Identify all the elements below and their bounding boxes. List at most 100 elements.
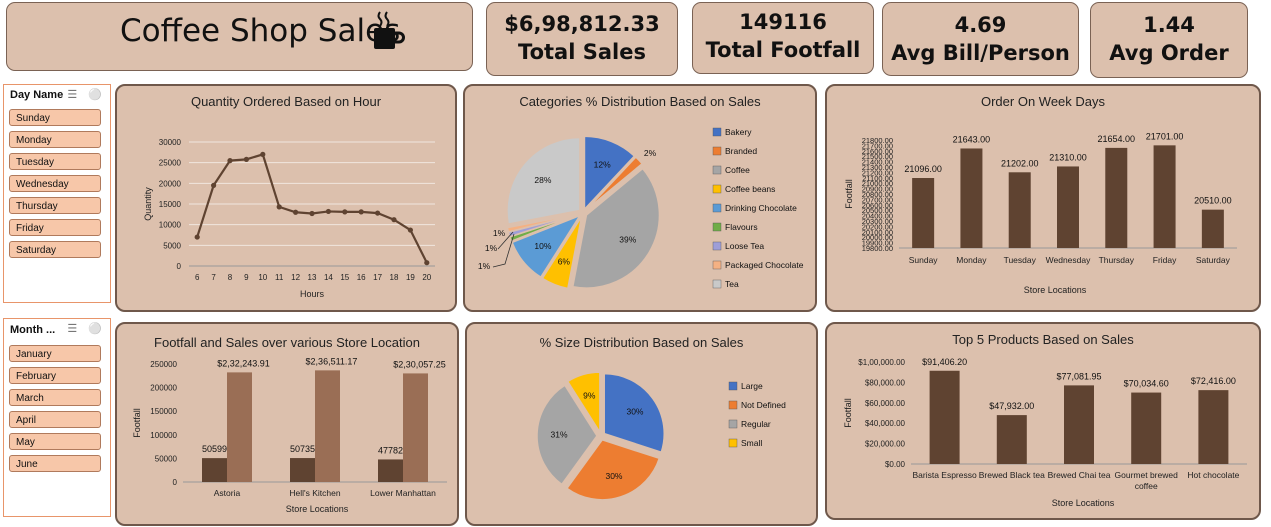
data-point bbox=[407, 227, 413, 233]
bar bbox=[1201, 209, 1224, 248]
kpi-label: Total Footfall bbox=[705, 38, 861, 62]
y-tick-label: 50000 bbox=[155, 454, 178, 463]
pie-slice bbox=[583, 135, 636, 212]
chart-title: Top 5 Products Based on Sales bbox=[952, 332, 1134, 347]
bar bbox=[1198, 390, 1229, 464]
multi-select-icon[interactable]: ☰ bbox=[67, 323, 78, 335]
y-tick-label: 21000.00 bbox=[862, 179, 893, 188]
coffee-cup-icon bbox=[374, 11, 405, 49]
slicer-item-thursday[interactable]: Thursday bbox=[9, 197, 101, 214]
bar bbox=[378, 459, 403, 482]
slicer-item-march[interactable]: March bbox=[9, 389, 101, 406]
y-tick-label: 20400.00 bbox=[862, 212, 893, 221]
slicer-item-tuesday[interactable]: Tuesday bbox=[9, 153, 101, 170]
x-tick-label: Gourmet brewed bbox=[1115, 470, 1179, 480]
kpi-value: 149116 bbox=[739, 10, 827, 34]
pie-slice bbox=[541, 216, 583, 290]
page-title: Coffee Shop Sales bbox=[120, 13, 401, 49]
bar bbox=[315, 370, 340, 482]
legend-label: Regular bbox=[741, 419, 771, 429]
x-tick-label: 9 bbox=[244, 273, 249, 282]
x-tick-label: Thursday bbox=[1099, 255, 1135, 265]
legend-label: Small bbox=[741, 438, 762, 448]
clear-filter-icon[interactable]: ⚪ bbox=[88, 89, 102, 101]
y-tick-label: 250000 bbox=[150, 360, 177, 369]
x-tick-label: 12 bbox=[291, 273, 300, 282]
slice-label: 12% bbox=[594, 160, 611, 170]
data-point bbox=[293, 209, 299, 215]
bar bbox=[202, 458, 227, 482]
slice-label: 30% bbox=[605, 471, 622, 481]
x-tick-label: Barista Espresso bbox=[912, 470, 977, 480]
slicer-item-friday[interactable]: Friday bbox=[9, 219, 101, 236]
slicer-item-june[interactable]: June bbox=[9, 455, 101, 472]
y-tick-label: 21600.00 bbox=[862, 147, 893, 156]
y-tick-label: 20800.00 bbox=[862, 190, 893, 199]
clear-filter-icon[interactable]: ⚪ bbox=[88, 323, 102, 335]
legend-label: Coffee bbox=[725, 165, 750, 175]
y-tick-label: 19800.00 bbox=[862, 244, 893, 253]
data-label: $2,36,511.17 bbox=[306, 356, 358, 366]
legend-swatch bbox=[712, 241, 722, 251]
chart-title: % Size Distribution Based on Sales bbox=[539, 335, 744, 350]
legend-swatch bbox=[728, 419, 738, 429]
legend-swatch bbox=[712, 165, 722, 175]
legend-swatch bbox=[728, 400, 738, 410]
x-tick-label: 10 bbox=[258, 273, 267, 282]
slicer-item-april[interactable]: April bbox=[9, 411, 101, 428]
legend-label: Tea bbox=[725, 279, 739, 289]
slice-label: 9% bbox=[583, 391, 596, 401]
weekdays-bar-chart: 19800.0019900.0020000.0020100.0020200.00… bbox=[844, 131, 1237, 295]
pie-slice bbox=[603, 372, 665, 454]
pie-slice bbox=[565, 438, 661, 501]
data-label: 21654.00 bbox=[1098, 134, 1136, 144]
y-tick-label: 20600.00 bbox=[862, 201, 893, 210]
x-tick-label: Brewed Chai tea bbox=[1048, 470, 1111, 480]
y-tick-label: 20000.00 bbox=[862, 233, 893, 242]
x-tick-label: 15 bbox=[340, 273, 349, 282]
legend-label: Bakery bbox=[725, 127, 752, 137]
kpi-value: 4.69 bbox=[954, 13, 1007, 37]
pie-slice bbox=[566, 371, 601, 435]
legend-label: Drinking Chocolate bbox=[725, 203, 797, 213]
bar bbox=[1057, 166, 1079, 248]
legend-label: Large bbox=[741, 381, 763, 391]
x-tick-label: Lower Manhattan bbox=[370, 488, 436, 498]
y-tick-label: $60,000.00 bbox=[865, 399, 906, 408]
legend-swatch bbox=[712, 203, 722, 213]
y-tick-label: 100000 bbox=[150, 431, 177, 440]
slicer-item-sunday[interactable]: Sunday bbox=[9, 109, 101, 126]
kpi-value: 1.44 bbox=[1143, 13, 1195, 37]
slicer-item-monday[interactable]: Monday bbox=[9, 131, 101, 148]
stores-bar-chart: 0 50000 100000 150000 200000 250000 50599 $2,32… bbox=[132, 356, 447, 514]
data-label: 21310.00 bbox=[1049, 152, 1087, 162]
data-point bbox=[358, 209, 364, 215]
x-tick-label: 19 bbox=[406, 273, 415, 282]
pie-slice bbox=[511, 214, 582, 279]
legend-swatch bbox=[712, 146, 722, 156]
slicer-item-january[interactable]: January bbox=[9, 345, 101, 362]
slice-label: 1% bbox=[485, 243, 498, 253]
y-tick-label: 21700.00 bbox=[862, 141, 893, 150]
x-tick-label: Brewed Black tea bbox=[979, 470, 1045, 480]
multi-select-icon[interactable]: ☰ bbox=[67, 89, 78, 101]
slicer-item-may[interactable]: May bbox=[9, 433, 101, 450]
x-tick-label: 11 bbox=[275, 273, 284, 282]
stores-chart-panel: Footfall and Sales over various Store Lo… bbox=[115, 322, 459, 526]
pie-slice bbox=[506, 213, 580, 233]
data-label: 20510.00 bbox=[1194, 196, 1232, 206]
slicer-item-saturday[interactable]: Saturday bbox=[9, 241, 101, 258]
pie-slice bbox=[585, 155, 644, 211]
data-label: $91,406.20 bbox=[922, 357, 967, 367]
slicer-item-february[interactable]: February bbox=[9, 367, 101, 384]
data-label: 21096.00 bbox=[904, 164, 942, 174]
x-tick-label: Astoria bbox=[214, 488, 241, 498]
bar bbox=[996, 415, 1027, 464]
x-tick-label: 6 bbox=[195, 273, 200, 282]
day-name-slicer: Day Name ☰ ⚪ Sunday Monday Tuesday Wedne… bbox=[3, 84, 111, 303]
bar bbox=[1064, 385, 1094, 464]
data-label: $70,034.60 bbox=[1124, 379, 1169, 389]
x-tick-label: Wednesday bbox=[1046, 255, 1091, 265]
y-axis-title: Footfall bbox=[844, 179, 854, 209]
slicer-item-wednesday[interactable]: Wednesday bbox=[9, 175, 101, 192]
